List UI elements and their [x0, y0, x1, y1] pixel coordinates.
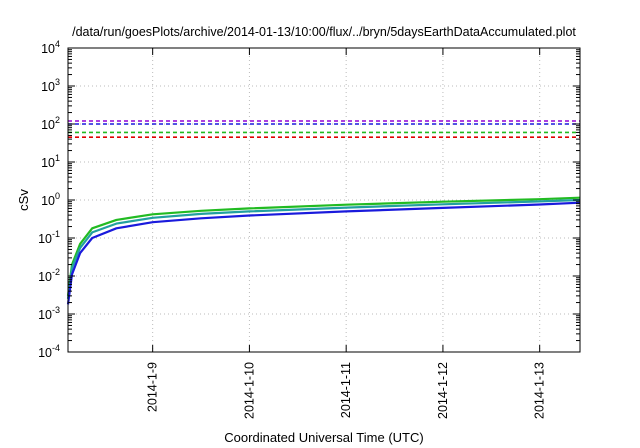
x-tick-label: 2014-1-10 [242, 362, 256, 419]
y-tick-exponent: -4 [52, 343, 60, 353]
series-line-1 [66, 196, 581, 297]
y-tick-base: 10 [38, 308, 52, 322]
y-tick-base: 10 [41, 156, 55, 170]
y-tick-base: 10 [41, 118, 55, 132]
y-tick-base: 10 [38, 270, 52, 284]
x-tick-label: 2014-1-9 [146, 362, 160, 412]
series-line-3 [66, 201, 581, 305]
y-tick-base: 10 [38, 346, 52, 360]
y-tick-label: 100 [41, 191, 60, 208]
x-tick-label: 2014-1-12 [436, 362, 450, 419]
y-tick-exponent: -2 [52, 267, 60, 277]
y-tick-base: 10 [41, 42, 55, 56]
x-axis: 2014-1-9 2014-1-10 2014-1-11 2014-1-12 2014-… [146, 48, 547, 419]
y-tick-base: 10 [38, 232, 52, 246]
y-tick-exponent: 3 [55, 77, 60, 87]
chart-title: /data/run/goesPlots/archive/2014-01-13/1… [72, 25, 576, 39]
y-tick-label: 10-2 [38, 267, 60, 284]
x-axis-label: Coordinated Universal Time (UTC) [224, 430, 423, 445]
y-tick-exponent: 2 [55, 115, 60, 125]
y-tick-exponent: 1 [55, 153, 60, 163]
series-line-2 [66, 198, 581, 300]
y-tick-exponent: -3 [52, 305, 60, 315]
y-tick-label: 10-1 [38, 229, 60, 246]
y-tick-label: 103 [41, 77, 60, 94]
y-tick-base: 10 [41, 194, 55, 208]
y-tick-label: 102 [41, 115, 60, 132]
y-tick-exponent: 4 [55, 39, 60, 49]
x-tick-label: 2014-1-13 [533, 362, 547, 419]
y-tick-label: 104 [41, 39, 60, 56]
y-axis-label: cSv [16, 189, 31, 211]
x-tick-label: 2014-1-11 [339, 362, 353, 418]
y-tick-exponent: 0 [55, 191, 60, 201]
series-group [66, 120, 581, 305]
y-tick-base: 10 [41, 80, 55, 94]
y-tick-label: 101 [41, 153, 60, 170]
y-tick-exponent: -1 [52, 229, 60, 239]
y-tick-label: 10-4 [38, 343, 60, 360]
y-tick-label: 10-3 [38, 305, 60, 322]
